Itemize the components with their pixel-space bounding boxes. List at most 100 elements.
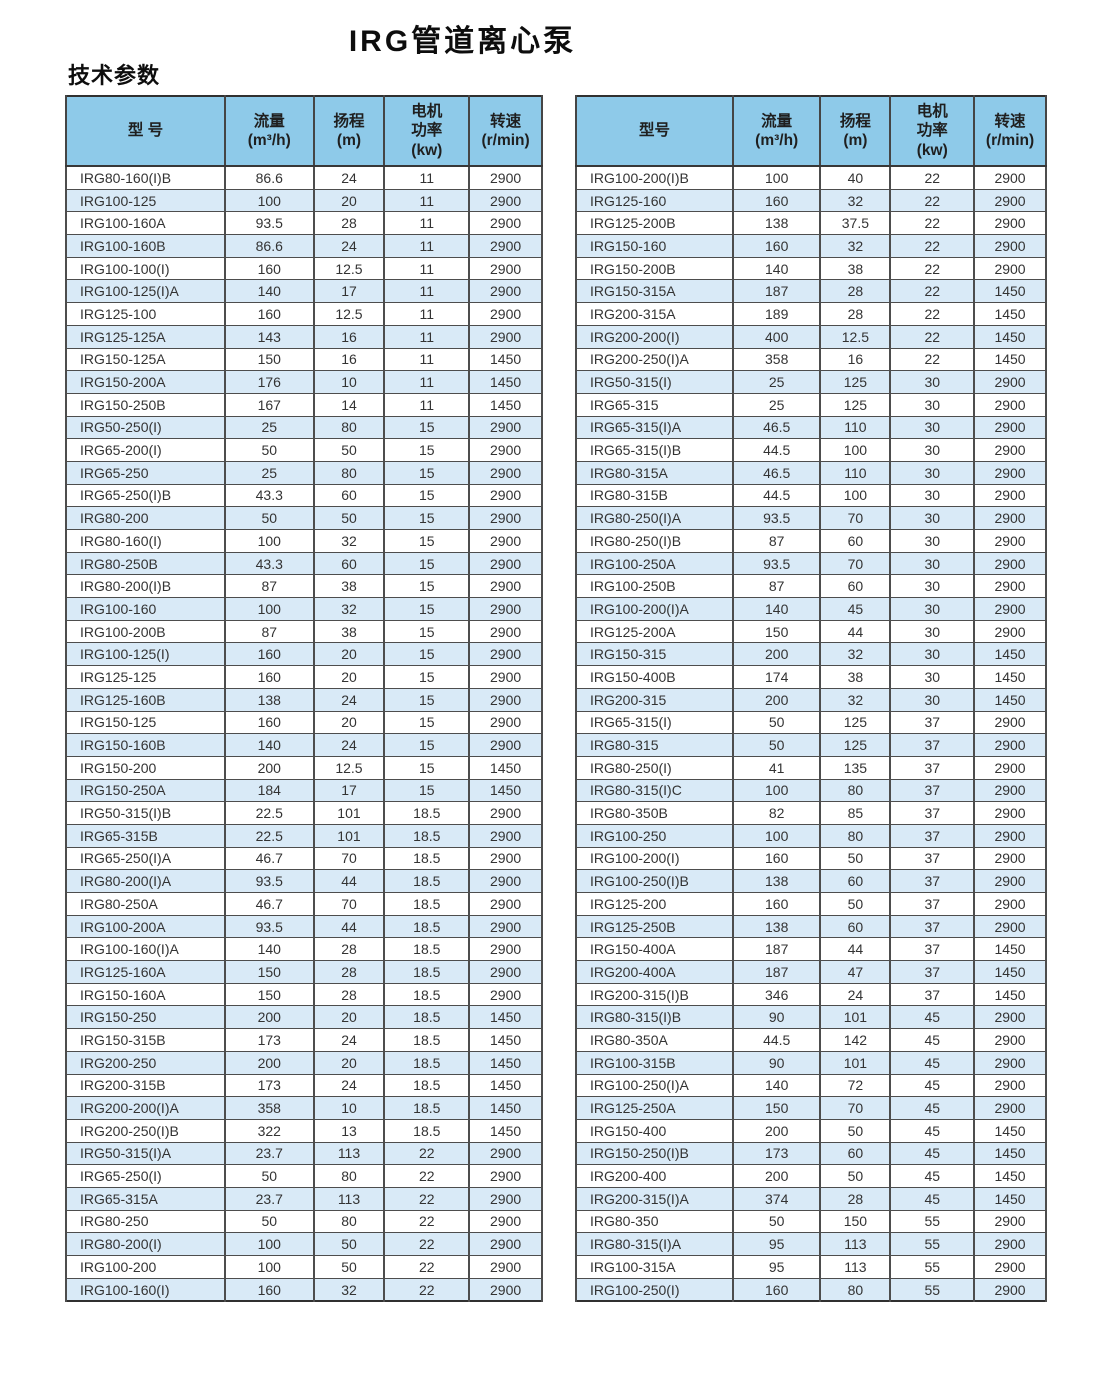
table-row: IRG200-250 200 20 18.5 1450	[65, 1050, 543, 1075]
speed-cell: 2900	[468, 188, 543, 213]
power-cell: 15	[383, 755, 471, 780]
table-row: IRG200-250(I)B 322 13 18.5 1450	[65, 1118, 543, 1143]
head-cell: 113	[819, 1255, 892, 1279]
power-cell: 18.5	[383, 1118, 471, 1143]
table-row: IRG125-250A 150 70 45 2900	[575, 1096, 1047, 1120]
head-cell: 100	[819, 438, 892, 462]
head-cell: 50	[312, 1232, 386, 1256]
header-row: 型号 流量 (m³/h) 扬程 (m) 电机 功率 (kw) 转速 (r/min)	[575, 95, 1047, 167]
power-cell: 22	[889, 211, 976, 236]
power-cell: 18.5	[383, 1005, 471, 1030]
col-header-power: 电机 功率 (kw)	[383, 95, 471, 167]
head-cell: 101	[819, 1005, 892, 1030]
table-row: IRG100-160 100 32 15 2900	[65, 597, 543, 621]
table-row: IRG100-100(I) 160 12.5 11 2900	[65, 256, 543, 281]
flow-cell: 46.7	[223, 846, 315, 871]
power-cell: 45	[889, 1005, 976, 1030]
head-cell: 38	[819, 665, 892, 689]
table-row: IRG150-160 160 32 22 2900	[575, 234, 1047, 258]
page-title: IRG管道离心泵	[348, 25, 577, 58]
head-cell: 12.5	[312, 755, 386, 780]
head-cell: 32	[312, 529, 386, 553]
power-cell: 37	[889, 823, 976, 848]
head-cell: 72	[819, 1073, 892, 1098]
power-cell: 22	[889, 347, 976, 372]
power-cell: 30	[889, 619, 976, 644]
speed-cell: 2900	[973, 1277, 1047, 1302]
speed-cell: 2900	[973, 914, 1047, 939]
model-cell: IRG100-250(I)	[575, 1277, 734, 1302]
table-row: IRG125-125 160 20 15 2900	[65, 665, 543, 689]
power-cell: 45	[889, 1186, 976, 1211]
model-cell: IRG80-250(I)B	[575, 529, 734, 553]
speed-cell: 2900	[468, 869, 543, 893]
model-cell: IRG100-200A	[65, 914, 226, 939]
model-cell: IRG100-125(I)A	[65, 279, 226, 304]
head-cell: 24	[312, 1028, 386, 1052]
flow-cell: 87	[731, 529, 822, 553]
model-cell: IRG150-250	[65, 1005, 226, 1030]
speed-cell: 2900	[468, 506, 543, 530]
table-row: IRG125-200B 138 37.5 22 2900	[575, 211, 1047, 236]
table-row: IRG200-200(I)A 358 10 18.5 1450	[65, 1096, 543, 1120]
speed-cell: 1450	[973, 1164, 1047, 1188]
table-row: IRG80-315B 44.5 100 30 2900	[575, 483, 1047, 508]
model-cell: IRG80-350B	[575, 801, 734, 825]
table-row: IRG80-315(I)A 95 113 55 2900	[575, 1232, 1047, 1256]
power-cell: 11	[383, 234, 471, 258]
power-cell: 30	[889, 460, 976, 485]
power-cell: 18.5	[383, 1096, 471, 1120]
table-row: IRG100-200 100 50 22 2900	[65, 1255, 543, 1279]
model-cell: IRG65-250(I)	[65, 1164, 226, 1188]
speed-cell: 2900	[973, 619, 1047, 644]
speed-cell: 1450	[468, 1073, 543, 1098]
speed-cell: 1450	[973, 960, 1047, 984]
table-row: IRG80-160(I) 100 32 15 2900	[65, 529, 543, 553]
head-cell: 135	[819, 755, 892, 780]
table-row: IRG80-250(I)A 93.5 70 30 2900	[575, 506, 1047, 530]
head-cell: 32	[819, 234, 892, 258]
flow-cell: 150	[223, 960, 315, 984]
table-row: IRG200-200(I) 400 12.5 22 1450	[575, 324, 1047, 349]
flow-cell: 44.5	[731, 483, 822, 508]
table-row: IRG80-250B 43.3 60 15 2900	[65, 551, 543, 576]
head-cell: 125	[819, 733, 892, 757]
table-row: IRG80-250A 46.7 70 18.5 2900	[65, 892, 543, 916]
speed-cell: 2900	[973, 869, 1047, 893]
flow-cell: 90	[731, 1050, 822, 1075]
head-cell: 125	[819, 710, 892, 735]
speed-cell: 2900	[468, 710, 543, 735]
speed-cell: 2900	[973, 234, 1047, 258]
power-cell: 45	[889, 1096, 976, 1120]
table-row: IRG100-160(I)A 140 28 18.5 2900	[65, 937, 543, 962]
table-row: IRG125-250B 138 60 37 2900	[575, 914, 1047, 939]
table-row: IRG100-160A 93.5 28 11 2900	[65, 211, 543, 236]
power-cell: 30	[889, 642, 976, 667]
model-cell: IRG80-315(I)B	[575, 1005, 734, 1030]
power-cell: 45	[889, 1118, 976, 1143]
head-cell: 32	[819, 188, 892, 213]
table-row: IRG150-315A 187 28 22 1450	[575, 279, 1047, 304]
speed-cell: 2900	[468, 1186, 543, 1211]
speed-cell: 1450	[468, 1028, 543, 1052]
speed-cell: 2900	[468, 438, 543, 462]
flow-cell: 160	[731, 234, 822, 258]
table-row: IRG80-200(I) 100 50 22 2900	[65, 1232, 543, 1256]
table-row: IRG100-200A 93.5 44 18.5 2900	[65, 914, 543, 939]
speed-cell: 2900	[973, 506, 1047, 530]
flow-cell: 200	[731, 1164, 822, 1188]
head-cell: 32	[819, 642, 892, 667]
model-cell: IRG100-200(I)B	[575, 165, 734, 190]
power-cell: 45	[889, 1050, 976, 1075]
table-row: IRG100-315B 90 101 45 2900	[575, 1050, 1047, 1075]
head-cell: 28	[819, 1186, 892, 1211]
model-cell: IRG80-315	[575, 733, 734, 757]
table-row: IRG80-200(I)B 87 38 15 2900	[65, 574, 543, 599]
power-cell: 30	[889, 687, 976, 712]
head-cell: 28	[312, 937, 386, 962]
flow-cell: 23.7	[223, 1186, 315, 1211]
speed-cell: 2900	[973, 165, 1047, 190]
power-cell: 11	[383, 392, 471, 417]
flow-cell: 25	[731, 370, 822, 394]
flow-cell: 400	[731, 324, 822, 349]
